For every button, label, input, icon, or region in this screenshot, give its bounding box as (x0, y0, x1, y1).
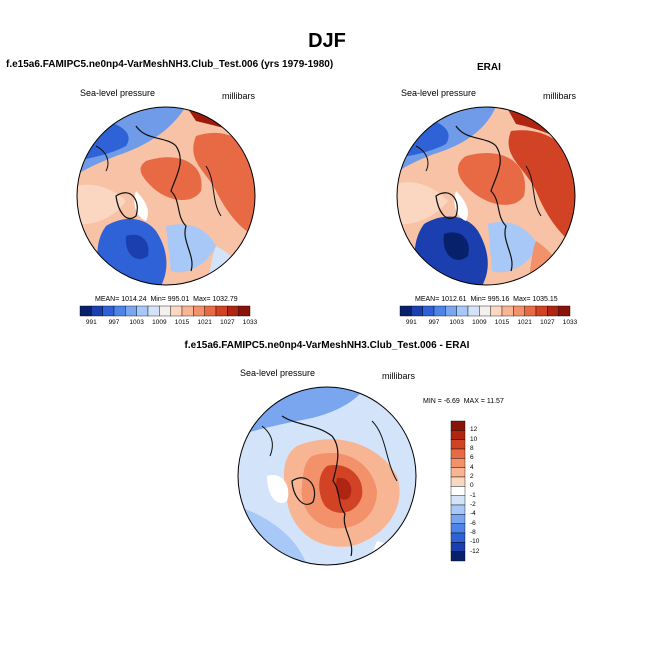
colorbar-swatch (450, 420, 466, 431)
colorbar-swatch (79, 305, 92, 317)
colorbar-tick-label: -12 (470, 547, 480, 555)
panel-model-units-label: millibars (222, 91, 256, 101)
colorbar-tick-label: 997 (428, 319, 440, 326)
colorbar-tick-label: 10 (470, 435, 478, 443)
colorbar-tick-label: 1033 (242, 319, 258, 326)
colorbar-swatch (479, 305, 491, 317)
colorbar-tick-label: 1015 (174, 319, 190, 326)
colorbar-tick-label: 997 (108, 319, 120, 326)
colorbar-swatch (147, 305, 160, 317)
panel-model-field-label: Sea-level pressure (80, 88, 156, 98)
colorbar-swatch (159, 305, 171, 317)
colorbar-tick-label: 991 (85, 319, 97, 326)
colorbar-swatch (450, 523, 466, 534)
colorbar-tick-label: 0 (470, 482, 474, 490)
colorbar-tick-label: 1021 (197, 319, 212, 326)
colorbar-swatch (399, 305, 412, 317)
colorbar-swatch (238, 305, 251, 317)
panel-diff-colorbar (450, 420, 466, 562)
colorbar-swatch (215, 305, 228, 317)
colorbar-tick-label: 4 (470, 463, 474, 471)
colorbar-tick-label: 1033 (562, 319, 578, 326)
colorbar-swatch (91, 305, 103, 317)
panel-diff-stats: MIN = -6.69 MAX = 11.57 (423, 398, 504, 405)
panel-model-colorbar (79, 305, 251, 317)
colorbar-swatch (490, 305, 503, 317)
colorbar-swatch (450, 430, 466, 440)
colorbar-tick-label: 1009 (472, 319, 487, 326)
panel-erai-colorbar-labels: 991 997 1003 1009 1015 1021 1027 1033 (400, 319, 577, 329)
colorbar-tick-label: 6 (470, 454, 474, 462)
panel-erai-polar-map (396, 106, 576, 286)
colorbar-tick-label: 12 (470, 426, 478, 434)
colorbar-tick-label: -2 (470, 501, 476, 508)
colorbar-tick-label: 1015 (494, 319, 510, 326)
panel-diff-polar-map (237, 386, 417, 566)
panel-diff-title: f.e15a6.FAMIPC5.ne0np4-VarMeshNH3.Club_T… (184, 340, 470, 351)
colorbar-swatch (450, 467, 466, 478)
colorbar-tick-label: 2 (470, 473, 474, 480)
colorbar-swatch (450, 448, 466, 459)
colorbar-swatch (524, 305, 537, 317)
colorbar-swatch (450, 532, 466, 543)
colorbar-swatch (513, 305, 525, 317)
colorbar-tick-label: 991 (405, 319, 417, 326)
page-title: DJF (308, 30, 346, 52)
colorbar-swatch (450, 504, 466, 515)
colorbar-tick-label: -4 (470, 510, 476, 518)
colorbar-swatch (450, 514, 466, 524)
colorbar-swatch (450, 476, 466, 487)
colorbar-tick-label: 1003 (129, 319, 144, 326)
colorbar-tick-label: -1 (470, 491, 476, 499)
colorbar-swatch (547, 305, 559, 317)
colorbar-swatch (450, 551, 466, 562)
panel-erai-field-label: Sea-level pressure (401, 88, 477, 98)
colorbar-swatch (113, 305, 126, 317)
colorbar-swatch (193, 305, 205, 317)
colorbar-swatch (456, 305, 469, 317)
colorbar-swatch (558, 305, 571, 317)
colorbar-swatch (102, 305, 115, 317)
panel-erai-colorbar (399, 305, 571, 317)
panel-model-colorbar-labels: 991 997 1003 1009 1015 1021 1027 1033 (80, 319, 257, 329)
colorbar-swatch (445, 305, 457, 317)
colorbar-swatch (204, 305, 217, 317)
colorbar-swatch (181, 305, 194, 317)
panel-erai-units-label: millibars (543, 91, 577, 101)
panel-diff-units-label: millibars (382, 371, 416, 381)
colorbar-tick-label: -8 (470, 529, 476, 536)
colorbar-tick-label: 8 (470, 445, 474, 452)
colorbar-swatch (501, 305, 514, 317)
colorbar-tick-label: 1027 (540, 319, 555, 326)
panel-model-stats: MEAN= 1014.24 Min= 995.01 Max= 1032.79 (95, 296, 238, 303)
panel-model-title: f.e15a6.FAMIPC5.ne0np4-VarMeshNH3.Club_T… (6, 59, 334, 70)
panel-model-polar-map (76, 106, 256, 286)
colorbar-swatch (450, 495, 466, 506)
colorbar-tick-label: 1009 (152, 319, 167, 326)
colorbar-swatch (411, 305, 423, 317)
colorbar-swatch (227, 305, 239, 317)
panel-erai-title: ERAI (477, 62, 501, 73)
colorbar-tick-label: 1003 (449, 319, 464, 326)
colorbar-swatch (535, 305, 548, 317)
colorbar-tick-label: 1027 (220, 319, 235, 326)
colorbar-tick-label: -6 (470, 519, 476, 527)
colorbar-swatch (170, 305, 183, 317)
colorbar-swatch (422, 305, 435, 317)
colorbar-swatch (136, 305, 149, 317)
colorbar-swatch (433, 305, 446, 317)
colorbar-swatch (125, 305, 137, 317)
colorbar-swatch (450, 458, 466, 468)
colorbar-swatch (450, 439, 466, 450)
colorbar-swatch (450, 542, 466, 552)
colorbar-tick-label: -10 (470, 538, 480, 546)
panel-diff-field-label: Sea-level pressure (240, 368, 316, 378)
panel-diff-colorbar-labels: 12 10 8 6 4 2 0 -1 -2 -4 -6 -8 -10 -12 (470, 421, 500, 561)
colorbar-swatch (467, 305, 480, 317)
colorbar-tick-label: 1021 (517, 319, 532, 326)
colorbar-swatch (450, 486, 466, 496)
panel-erai-stats: MEAN= 1012.61 Min= 995.16 Max= 1035.15 (415, 296, 558, 303)
